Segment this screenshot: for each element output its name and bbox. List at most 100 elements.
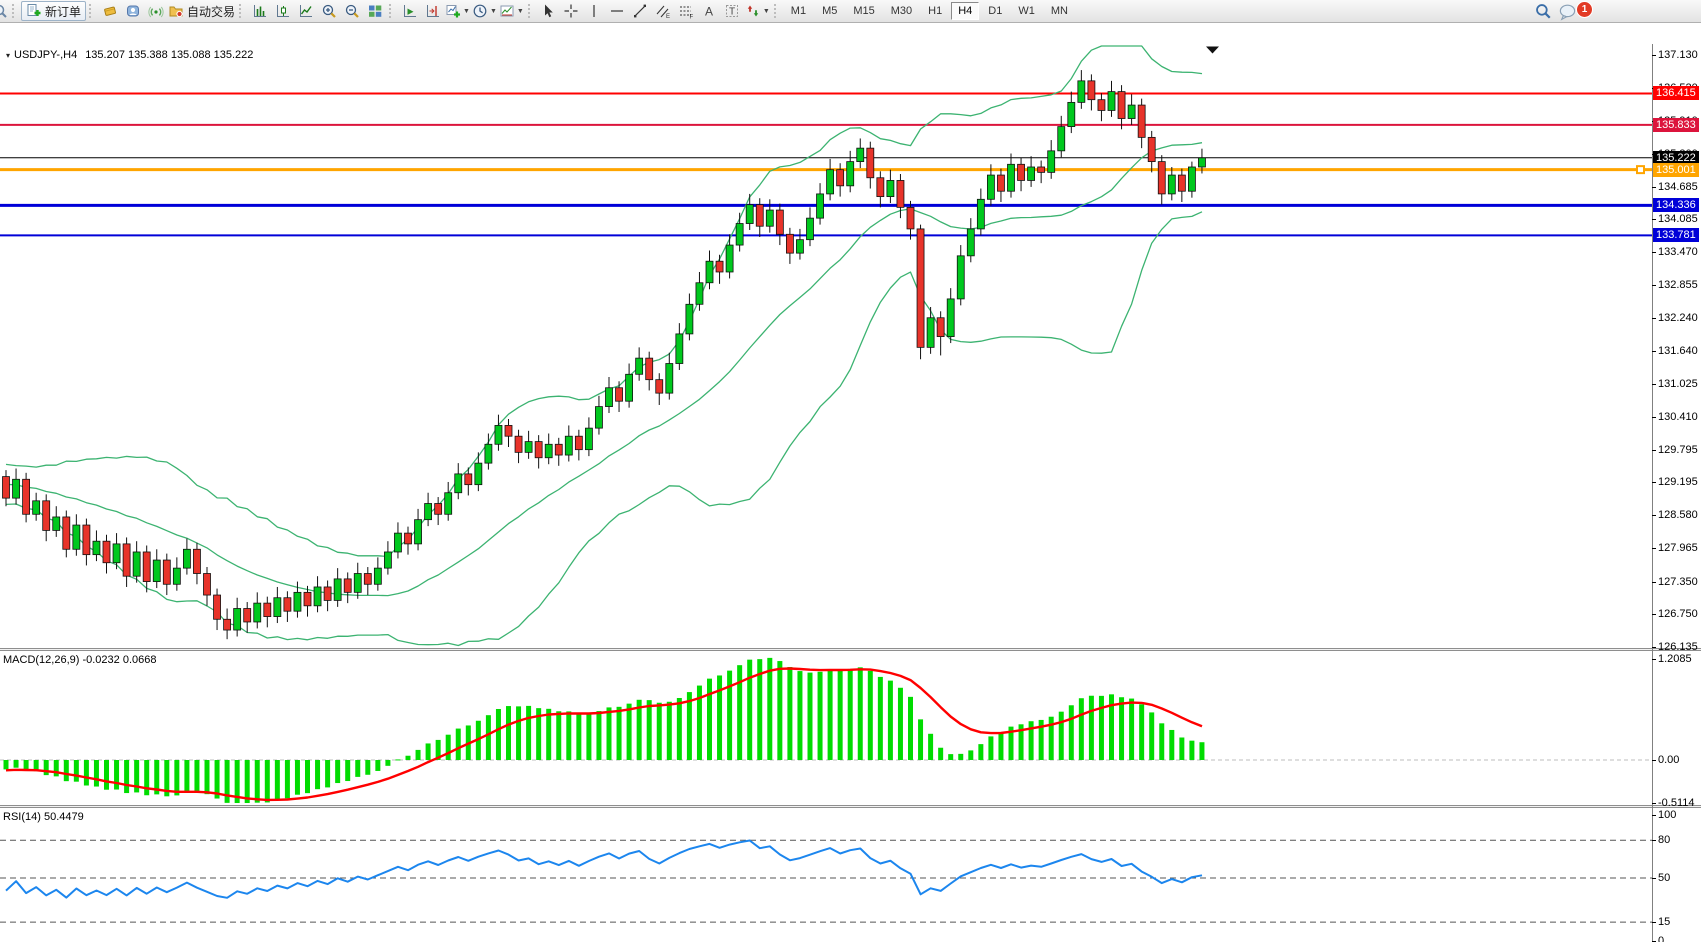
candle-down — [213, 594, 221, 620]
chevron-down-icon[interactable]: ▼ — [489, 7, 497, 15]
candle-down — [554, 443, 563, 456]
chevron-down-icon[interactable]: ▼ — [516, 7, 524, 15]
timeframe-MN[interactable]: MN — [1050, 5, 1068, 17]
partial-icon[interactable] — [0, 2, 9, 20]
fibonacci-button[interactable]: F — [675, 1, 698, 21]
auto-scroll-button[interactable] — [398, 1, 421, 21]
price-tick-label: 128.580 — [1658, 509, 1698, 522]
toolbar-grip[interactable] — [12, 4, 17, 18]
candle-up — [72, 524, 81, 550]
toolbar-grip[interactable] — [527, 4, 533, 18]
text-button[interactable]: A — [698, 1, 721, 21]
tile-windows-button[interactable] — [363, 1, 386, 21]
candle-down — [1097, 99, 1106, 111]
timeframe-M15[interactable]: M15 — [853, 5, 875, 17]
price-line-label[interactable]: 135.833 — [1653, 117, 1699, 132]
candle-up — [675, 333, 684, 364]
chart-shift-marker[interactable] — [1206, 46, 1219, 54]
price-tick-mark — [1652, 252, 1656, 254]
timeframe-M30[interactable]: M30 — [890, 5, 913, 17]
candle-up — [92, 540, 101, 556]
chevron-down-icon[interactable]: ▼ — [463, 7, 470, 15]
search-button[interactable] — [1534, 2, 1552, 25]
channel-button[interactable]: E — [652, 1, 675, 21]
rsi-panel-canvas[interactable] — [0, 809, 1652, 942]
candlestick-chart-button[interactable] — [271, 1, 294, 21]
candle-up — [635, 357, 644, 375]
horizontal-line-button[interactable] — [606, 1, 629, 21]
price-tick-label: 127.350 — [1658, 575, 1698, 588]
panel-separator[interactable] — [0, 805, 1701, 808]
text-label-button[interactable]: T — [721, 1, 744, 21]
chevron-down-icon[interactable]: ▼ — [762, 7, 770, 15]
candle-up — [172, 567, 181, 585]
zoom-in-button[interactable] — [317, 1, 340, 21]
ohlc-quotes: 135.207 135.388 135.088 135.222 — [85, 49, 254, 61]
macd-panel-canvas[interactable] — [0, 652, 1652, 805]
candle-down — [162, 559, 171, 585]
price-line-label[interactable]: 134.336 — [1653, 198, 1699, 213]
chat-button[interactable] — [1558, 2, 1577, 26]
templates-button[interactable]: ▼ — [498, 1, 525, 21]
line-drag-handle[interactable] — [1636, 165, 1645, 175]
candle-up — [856, 147, 865, 163]
candle-up — [394, 532, 402, 553]
rsi-tick-label: 0 — [1658, 935, 1665, 942]
candle-up — [705, 260, 714, 284]
candle-up — [1127, 104, 1136, 119]
zoom-out-button[interactable] — [340, 1, 363, 21]
line-chart-button[interactable] — [294, 1, 317, 21]
vertical-line-button[interactable] — [583, 1, 606, 21]
bar-chart-button[interactable] — [248, 1, 271, 21]
profile-button[interactable] — [121, 1, 144, 21]
toolbar-grip[interactable] — [89, 4, 94, 18]
candle-down — [102, 540, 111, 564]
rsi-tick-mark — [1652, 840, 1656, 842]
candle-up — [414, 519, 422, 545]
panel-separator[interactable] — [0, 648, 1701, 651]
timeframe-M1[interactable]: M1 — [790, 5, 807, 17]
new-order-button[interactable]: 新订单 — [21, 1, 87, 21]
toolbar-grip[interactable] — [389, 4, 394, 18]
chart-shift-button[interactable] — [421, 1, 444, 21]
indicators-button[interactable]: ▼ — [444, 1, 471, 21]
candle-down — [916, 228, 925, 348]
trendline-button[interactable] — [629, 1, 652, 21]
candle-down — [62, 516, 71, 550]
toolbar-grip[interactable] — [773, 4, 779, 18]
price-line-label[interactable]: 135.001 — [1653, 162, 1699, 177]
crosshair-button[interactable] — [560, 1, 583, 21]
autotrading-button[interactable]: 自动交易 — [167, 1, 236, 21]
cursor-button[interactable] — [537, 1, 560, 21]
candlestick-chart-icon — [276, 5, 289, 17]
periods-button[interactable]: ▼ — [471, 1, 498, 21]
candle-down — [1177, 174, 1186, 192]
signals-button[interactable] — [144, 1, 167, 21]
candle-up — [32, 500, 41, 515]
timeframe-D1[interactable]: D1 — [988, 5, 1003, 17]
tile-windows-icon — [368, 5, 381, 17]
candle-up — [926, 317, 935, 348]
price-tick-mark — [1652, 285, 1656, 287]
timeframe-H4[interactable]: H4 — [951, 2, 980, 20]
timeframe-H1[interactable]: H1 — [928, 5, 943, 17]
price-line-label[interactable]: 133.781 — [1653, 228, 1699, 243]
candle-down — [243, 608, 252, 623]
candle-down — [263, 602, 272, 617]
notification-badge[interactable]: 1 — [1576, 1, 1593, 18]
toolbar-grip[interactable] — [239, 4, 244, 18]
timeframe-M5[interactable]: M5 — [822, 5, 838, 17]
candle-up — [544, 443, 553, 459]
timeframe-W1[interactable]: W1 — [1018, 5, 1035, 17]
collapse-arrow-icon[interactable]: ▾ — [6, 51, 11, 60]
main-chart-canvas[interactable] — [0, 44, 1652, 647]
arrows-button[interactable]: ▼ — [744, 1, 771, 21]
cursor-icon — [545, 4, 554, 18]
rsi-tick-label: 80 — [1658, 834, 1671, 847]
candle-up — [454, 473, 463, 494]
candle-up — [946, 298, 955, 337]
rsi-tick-label: 15 — [1658, 916, 1671, 929]
price-line-label[interactable]: 136.415 — [1653, 86, 1699, 101]
market-watch-button[interactable] — [98, 1, 121, 21]
bid-price-label[interactable]: 135.222 — [1653, 150, 1699, 165]
